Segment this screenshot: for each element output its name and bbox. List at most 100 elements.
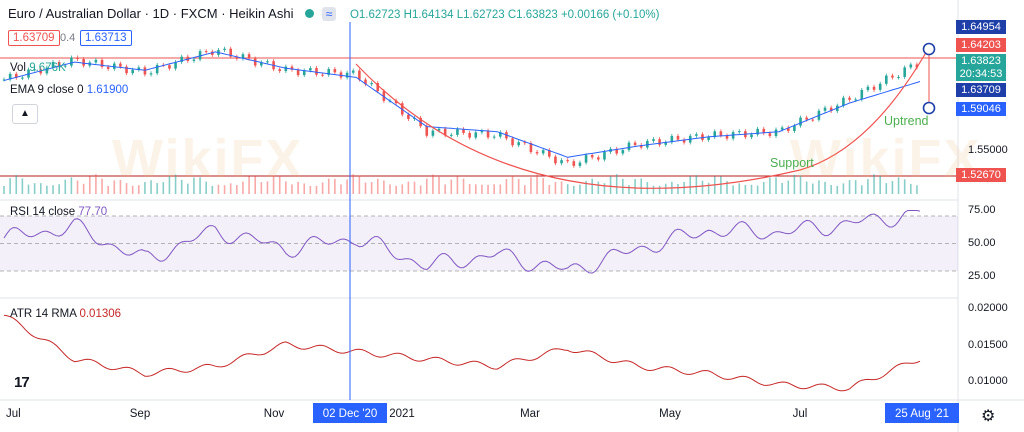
candle bbox=[842, 97, 845, 106]
volume-bar bbox=[775, 177, 777, 194]
interval-label[interactable]: 1D bbox=[152, 6, 170, 21]
time-axis-label: May bbox=[659, 408, 681, 420]
volume-bar bbox=[125, 183, 128, 194]
sell-button[interactable]: 1.63709 bbox=[8, 30, 60, 46]
rsi-legend[interactable]: RSI 14 close 77.70 bbox=[10, 206, 107, 218]
volume-bar bbox=[836, 185, 839, 194]
volume-bar bbox=[615, 174, 618, 194]
volume-bar bbox=[88, 176, 91, 194]
volume-bar bbox=[162, 182, 165, 194]
candle bbox=[750, 134, 753, 138]
candle bbox=[511, 138, 514, 146]
broker-label: FXCM bbox=[180, 6, 218, 21]
candle bbox=[94, 59, 98, 63]
volume-bar bbox=[493, 184, 495, 194]
volume-bar bbox=[131, 185, 134, 194]
volume-bar bbox=[137, 185, 140, 194]
volume-bar bbox=[346, 179, 348, 194]
volume-bar bbox=[511, 176, 514, 194]
volume-bar bbox=[517, 179, 520, 194]
candle bbox=[327, 69, 331, 75]
ema-legend[interactable]: EMA 9 close 0 1.61900 bbox=[10, 84, 128, 96]
candle bbox=[897, 76, 900, 78]
volume-value: 9.676K bbox=[29, 62, 66, 74]
volume-bar bbox=[113, 180, 116, 194]
volume-bar bbox=[487, 184, 489, 194]
volume-bar bbox=[720, 176, 722, 194]
collapse-legend-button[interactable]: ▲ bbox=[12, 104, 38, 124]
candle bbox=[480, 130, 484, 133]
volume-bar bbox=[174, 174, 177, 194]
atr-name: ATR 14 RMA bbox=[10, 308, 77, 320]
candle bbox=[100, 59, 104, 67]
volume-bar bbox=[334, 178, 336, 194]
volume-bar bbox=[205, 181, 207, 194]
candle bbox=[854, 99, 857, 101]
volume-bar bbox=[223, 185, 226, 194]
buy-button[interactable]: 1.63713 bbox=[80, 30, 132, 46]
volume-bar bbox=[579, 184, 581, 194]
chart-style-label[interactable]: Heikin Ashi bbox=[229, 6, 294, 21]
volume-bar bbox=[468, 184, 471, 194]
volume-bar bbox=[573, 185, 575, 194]
candle bbox=[315, 68, 318, 75]
candle bbox=[541, 150, 545, 154]
candle bbox=[82, 59, 85, 66]
candle bbox=[376, 83, 380, 92]
volume-bar bbox=[358, 175, 361, 194]
candle bbox=[296, 69, 300, 76]
volume-bar bbox=[799, 175, 802, 194]
gear-icon[interactable]: ⚙ bbox=[981, 408, 996, 425]
candle bbox=[21, 77, 24, 79]
candle bbox=[848, 97, 851, 100]
volume-bar bbox=[916, 185, 918, 194]
volume-bar bbox=[854, 180, 857, 194]
volume-bar bbox=[156, 183, 158, 194]
candle bbox=[198, 51, 202, 60]
price-axis-label: 1.55000 bbox=[968, 144, 1008, 156]
candle bbox=[615, 148, 619, 154]
candle bbox=[223, 48, 226, 51]
volume-bar bbox=[413, 181, 416, 194]
volume-bar bbox=[609, 176, 612, 194]
candle bbox=[774, 129, 778, 137]
candle bbox=[891, 75, 894, 78]
candle bbox=[725, 135, 729, 139]
volume-bar bbox=[591, 178, 594, 194]
candle bbox=[566, 160, 569, 162]
candle bbox=[278, 69, 282, 72]
wave-icon[interactable]: ≈ bbox=[321, 7, 337, 21]
time-axis-label: Sep bbox=[130, 408, 150, 420]
candle bbox=[523, 142, 527, 144]
volume-bar bbox=[885, 183, 888, 194]
volume-bar bbox=[64, 179, 67, 194]
price-axis-label: 1.63823 bbox=[956, 54, 1006, 68]
volume-bar bbox=[848, 180, 851, 194]
volume-bar bbox=[82, 183, 85, 194]
volume-bar bbox=[818, 180, 820, 194]
candle bbox=[737, 131, 741, 133]
candle bbox=[633, 142, 637, 146]
candle bbox=[149, 73, 153, 75]
volume-bar bbox=[52, 185, 54, 194]
candle bbox=[382, 91, 386, 101]
price-axis-label: 1.59046 bbox=[956, 102, 1006, 116]
volume-legend[interactable]: Vol 9.676K bbox=[10, 62, 66, 74]
candle bbox=[443, 128, 447, 136]
volume-bar bbox=[769, 177, 771, 194]
time-axis-label: 02 Dec '20 bbox=[323, 408, 378, 420]
tradingview-logo[interactable]: 17 bbox=[14, 374, 30, 391]
candle bbox=[676, 136, 680, 140]
volume-bar bbox=[180, 179, 183, 194]
volume-bar bbox=[254, 176, 257, 194]
candle bbox=[627, 142, 631, 151]
candle bbox=[829, 107, 833, 112]
candle bbox=[70, 57, 73, 66]
volume-bar bbox=[285, 181, 287, 194]
symbol-title[interactable]: Euro / Australian Dollar bbox=[8, 6, 141, 21]
volume-bar bbox=[303, 183, 306, 194]
candle bbox=[284, 66, 288, 72]
atr-legend[interactable]: ATR 14 RMA 0.01306 bbox=[10, 308, 121, 320]
candle bbox=[351, 70, 355, 73]
